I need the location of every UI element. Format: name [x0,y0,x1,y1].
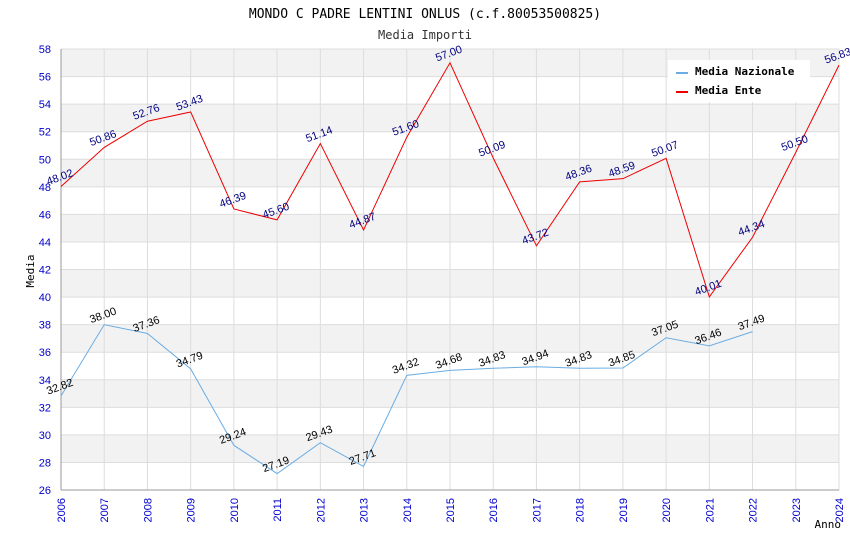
y-tick-label: 44 [39,237,51,249]
legend-background [668,60,810,102]
series-line-media-ente [60,61,840,299]
y-tick-label: 48 [39,182,51,194]
x-tick-label: 2009 [186,498,198,522]
y-tick-label: 58 [39,44,51,56]
x-tick-label: 2006 [56,498,68,522]
x-axis-label: Anno [815,518,842,531]
x-tick-label: 2014 [402,498,414,522]
legend-label-media-nazionale: Media Nazionale [695,65,795,78]
series-lines [60,61,840,475]
y-tick-label: 56 [39,72,51,84]
y-tick-label: 52 [39,127,51,139]
y-tick-label: 30 [39,430,51,442]
x-tick-label: 2021 [704,498,716,522]
x-tick-label: 2007 [99,498,111,522]
x-tick-label: 2024 [834,498,846,522]
legend-label-media-ente: Media Ente [695,84,762,97]
x-tick-label: 2015 [445,498,457,522]
y-tick-label: 50 [39,154,51,166]
y-tick-label: 34 [39,375,51,387]
chart-subtitle: Media Importi [378,28,472,42]
series-line-media-nazionale [60,324,753,475]
x-tick-label: 2019 [618,498,630,522]
x-tick-label: 2023 [791,498,803,522]
y-tick-label: 38 [39,320,51,332]
x-axis-ticks: 2006 2007 2008 2009 2010 2011 2012 2013 2014 2015… [56,498,846,522]
x-tick-label: 2018 [575,498,587,522]
y-tick-label: 36 [39,347,51,359]
x-tick-label: 2020 [661,498,673,522]
y-tick-label: 32 [39,402,51,414]
x-tick-label: 2017 [531,498,543,522]
x-tick-label: 2013 [359,498,371,522]
y-tick-label: 40 [39,292,51,304]
y-axis-label: Media [24,254,37,287]
y-tick-label: 28 [39,457,51,469]
chart-title: MONDO C PADRE LENTINI ONLUS (c.f.8005350… [249,7,601,22]
y-tick-label: 42 [39,265,51,277]
x-tick-label: 2012 [315,498,327,522]
y-axis-ticks: 26 28 30 32 34 36 38 40 42 44 46 48 50 52 54 56 58 [39,44,51,497]
x-tick-label: 2022 [748,498,760,522]
grid-lines [60,48,840,491]
legend: Media Nazionale Media Ente [668,60,810,102]
x-tick-label: 2011 [272,498,284,522]
x-tick-label: 2016 [488,498,500,522]
y-tick-label: 46 [39,209,51,221]
x-tick-label: 2010 [229,498,241,522]
y-tick-label: 54 [39,99,51,111]
y-tick-label: 26 [39,485,51,497]
x-tick-label: 2008 [142,498,154,522]
